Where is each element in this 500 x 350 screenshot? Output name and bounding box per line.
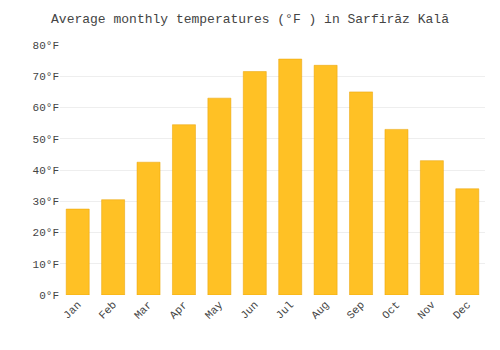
svg-text:30°F: 30°F: [33, 196, 59, 208]
svg-text:Feb: Feb: [97, 299, 119, 321]
svg-text:Sep: Sep: [345, 299, 367, 321]
svg-text:70°F: 70°F: [33, 71, 59, 83]
svg-text:Apr: Apr: [167, 299, 189, 321]
svg-text:40°F: 40°F: [33, 165, 59, 177]
svg-text:Nov: Nov: [415, 299, 438, 322]
svg-text:Mar: Mar: [132, 299, 154, 321]
svg-text:Dec: Dec: [451, 299, 473, 321]
svg-text:0°F: 0°F: [39, 290, 59, 302]
svg-text:Oct: Oct: [380, 299, 402, 321]
svg-text:Jul: Jul: [274, 299, 296, 321]
svg-text:20°F: 20°F: [33, 227, 59, 239]
svg-text:Jun: Jun: [238, 299, 260, 321]
svg-text:10°F: 10°F: [33, 259, 59, 271]
svg-text:Aug: Aug: [309, 299, 331, 321]
svg-text:80°F: 80°F: [33, 40, 59, 52]
svg-text:May: May: [203, 299, 226, 322]
svg-text:Jan: Jan: [61, 299, 83, 321]
svg-text:60°F: 60°F: [33, 102, 59, 114]
svg-text:50°F: 50°F: [33, 134, 59, 146]
svg-text:Average monthly temperatures (: Average monthly temperatures (°F ) in Sa…: [51, 12, 449, 27]
